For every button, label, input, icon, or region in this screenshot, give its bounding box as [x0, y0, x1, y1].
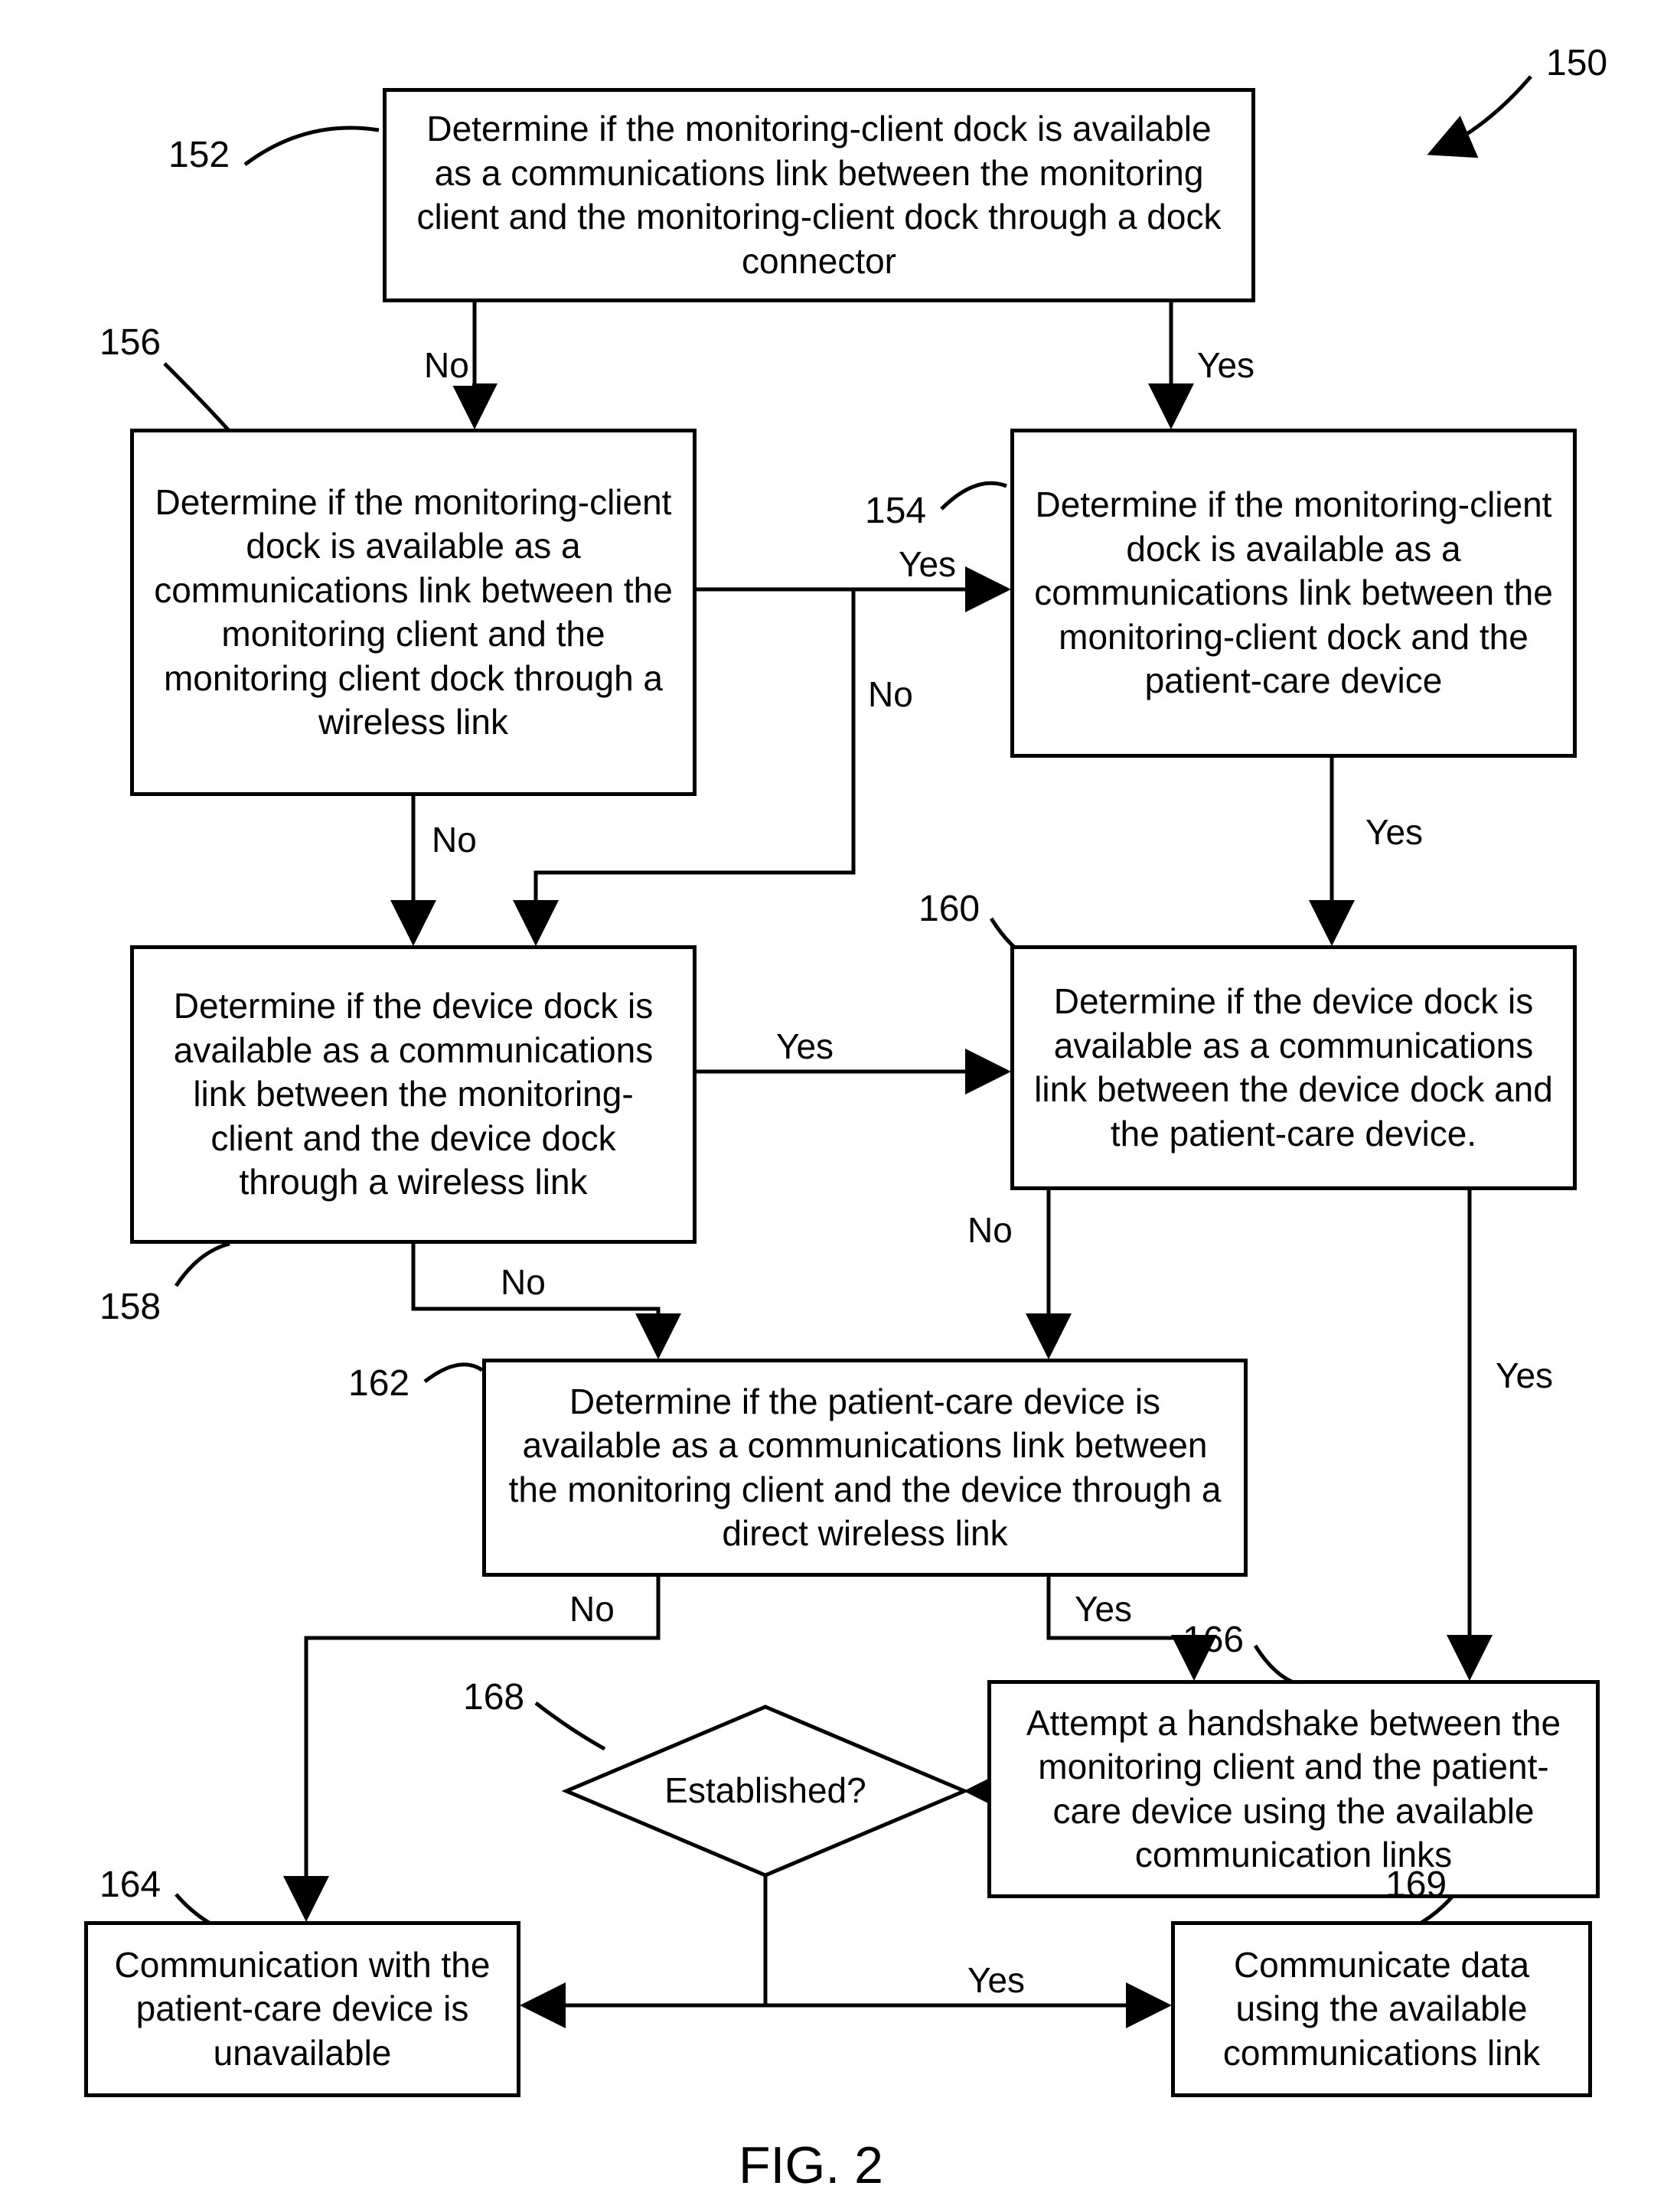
edge-156-no: No — [429, 819, 480, 860]
node-169-text: Communicate data using the available com… — [1193, 1943, 1570, 2076]
node-158-text: Determine if the device dock is availabl… — [152, 984, 674, 1205]
node-164: Communication with the patient-care devi… — [84, 1921, 520, 2097]
edge-160-yes: Yes — [1493, 1355, 1556, 1396]
node-156-text: Determine if the monitoring-client dock … — [152, 481, 674, 745]
node-166-text: Attempt a handshake between the monitori… — [1010, 1701, 1577, 1878]
figure-label: FIG. 2 — [739, 2135, 883, 2195]
edge-152-no: No — [421, 344, 472, 386]
ref-162: 162 — [348, 1362, 409, 1405]
ref-158: 158 — [100, 1286, 161, 1328]
ref-152: 152 — [168, 134, 230, 176]
node-152-text: Determine if the monitoring-client dock … — [405, 107, 1233, 283]
node-164-text: Communication with the patient-care devi… — [106, 1943, 498, 2076]
edge-160-no: No — [964, 1209, 1016, 1251]
node-162-text: Determine if the patient-care device is … — [504, 1380, 1225, 1556]
edge-154-no: No — [865, 674, 916, 715]
node-168-text: Established? — [658, 1770, 873, 1811]
node-156: Determine if the monitoring-client dock … — [130, 429, 697, 796]
edge-162-yes: Yes — [1072, 1588, 1135, 1630]
edge-156-yes: Yes — [896, 543, 959, 585]
node-169: Communicate data using the available com… — [1171, 1921, 1592, 2097]
node-152: Determine if the monitoring-client dock … — [383, 88, 1255, 302]
ref-164: 164 — [100, 1864, 161, 1906]
node-154: Determine if the monitoring-client dock … — [1010, 429, 1577, 758]
node-160: Determine if the device dock is availabl… — [1010, 945, 1577, 1190]
node-158: Determine if the device dock is availabl… — [130, 945, 697, 1244]
ref-156: 156 — [100, 321, 161, 364]
node-162: Determine if the patient-care device is … — [482, 1359, 1248, 1577]
edge-154-yes: Yes — [1362, 811, 1426, 853]
ref-166: 166 — [1183, 1619, 1244, 1661]
ref-169: 169 — [1385, 1864, 1447, 1906]
edge-162-no: No — [566, 1588, 618, 1630]
edge-152-yes: Yes — [1194, 344, 1258, 386]
node-154-text: Determine if the monitoring-client dock … — [1033, 483, 1555, 703]
edge-158-yes: Yes — [773, 1026, 837, 1067]
node-160-text: Determine if the device dock is availabl… — [1033, 980, 1555, 1156]
ref-150: 150 — [1546, 42, 1607, 84]
edge-168-yes: Yes — [964, 1959, 1028, 2001]
node-166: Attempt a handshake between the monitori… — [987, 1680, 1600, 1898]
edge-158-no: No — [498, 1261, 549, 1303]
ref-168: 168 — [463, 1676, 524, 1718]
ref-160: 160 — [918, 888, 980, 930]
ref-154: 154 — [865, 490, 926, 532]
